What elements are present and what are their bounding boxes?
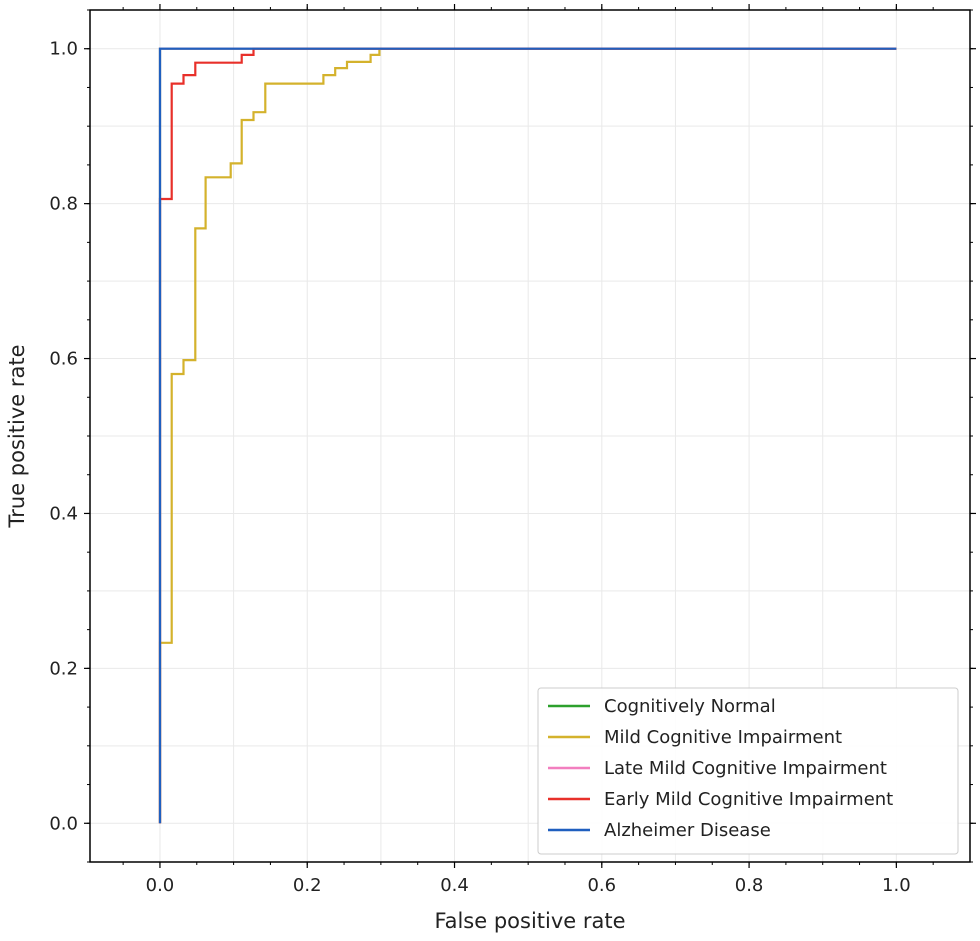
series-line-alzheimer-disease — [158, 47, 897, 824]
y-tick-label: 0.6 — [49, 349, 78, 370]
legend-label-early-mild-cognitive-impairment: Early Mild Cognitive Impairment — [604, 789, 893, 810]
x-axis-label: False positive rate — [434, 909, 625, 933]
series-lines — [158, 47, 897, 824]
y-tick-label: 0.2 — [49, 658, 78, 679]
axis-ticks: 0.0 0.2 0.4 0.6 0.8 1.0 0.0 0.2 0.4 0.6 0.8 1.0 — [49, 4, 976, 896]
series-line-mild-cognitive-impairment — [158, 47, 897, 824]
x-tick-label: 0.4 — [440, 875, 469, 896]
y-tick-label: 0.4 — [49, 503, 78, 524]
legend: Cognitively Normal Mild Cognitive Impairm… — [537, 687, 959, 855]
y-axis-label: True positive rate — [5, 345, 29, 529]
legend-label-mild-cognitive-impairment: Mild Cognitive Impairment — [604, 727, 842, 748]
y-tick-label: 0.0 — [49, 813, 78, 834]
legend-label-cognitively-normal: Cognitively Normal — [604, 696, 776, 717]
legend-label-late-mild-cognitive-impairment: Late Mild Cognitive Impairment — [604, 758, 887, 779]
y-tick-label: 0.8 — [49, 194, 78, 215]
x-tick-label: 0.6 — [587, 875, 616, 896]
legend-label-alzheimer-disease: Alzheimer Disease — [604, 820, 771, 841]
series-line-early-mild-cognitive-impairment — [158, 47, 897, 824]
x-tick-label: 0.8 — [735, 875, 764, 896]
y-tick-label: 1.0 — [49, 39, 78, 60]
x-tick-label: 1.0 — [882, 875, 911, 896]
x-tick-label: 0.0 — [146, 875, 175, 896]
x-tick-label: 0.2 — [293, 875, 322, 896]
legend-box — [537, 687, 959, 855]
